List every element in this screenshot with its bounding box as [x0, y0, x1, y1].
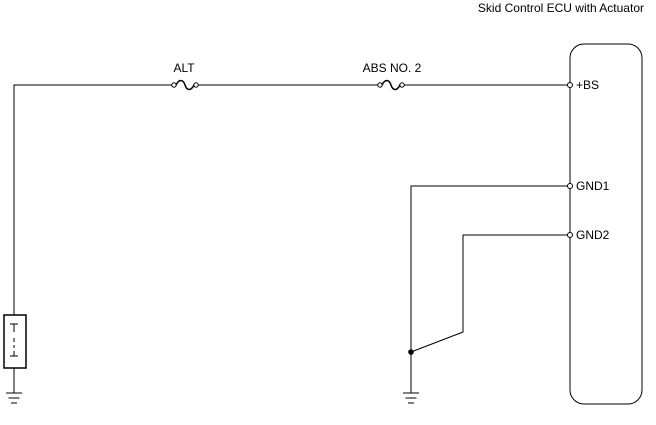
- ecu-title: Skid Control ECU with Actuator: [478, 1, 644, 15]
- pin-gnd2-label: GND2: [576, 228, 610, 242]
- battery-ground-icon: [6, 392, 22, 404]
- fuse-abs-no2-label: ABS NO. 2: [363, 61, 422, 75]
- battery-icon: [3, 314, 27, 393]
- terminal-gnd1-icon: [567, 183, 573, 189]
- ecu-box: [569, 43, 643, 405]
- ground-symbol-icon: [403, 392, 419, 404]
- fuse-alt-icon: [171, 79, 199, 91]
- pin-gnd1-label: GND1: [576, 179, 610, 193]
- terminal-bs-icon: [567, 82, 573, 88]
- pin-bs-label: +BS: [576, 78, 599, 92]
- junction-dot-icon: [408, 349, 414, 355]
- gnd1-wire: [410, 185, 567, 393]
- gnd2-wire: [410, 234, 567, 353]
- terminal-gnd2-icon: [567, 232, 573, 238]
- power-wire: [13, 84, 172, 315]
- fuse-abs-no2-icon: [377, 79, 405, 91]
- fuse-alt-label: ALT: [173, 61, 195, 75]
